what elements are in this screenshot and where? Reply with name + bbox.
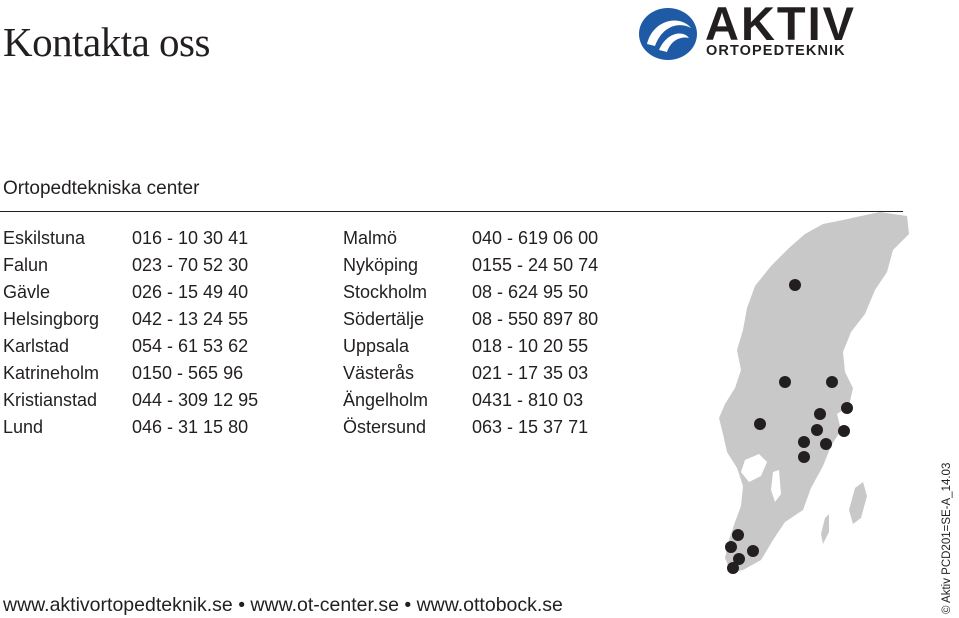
logo-emblem-icon <box>639 8 697 60</box>
island-gotland <box>849 482 867 524</box>
document-code: © Aktiv PCD201=SE-A_14.03 <box>941 462 953 614</box>
center-phone: 026 - 15 49 40 <box>132 282 249 302</box>
center-city: Malmö <box>343 228 398 248</box>
marker-katrineholm <box>798 436 810 448</box>
center-city: Östersund <box>343 417 427 437</box>
marker-kristianstad <box>747 545 759 557</box>
marker-angelholm <box>732 529 744 541</box>
center-city: Södertälje <box>343 309 425 329</box>
marker-malmo <box>727 562 739 574</box>
marker-sodertalje <box>820 438 832 450</box>
divider-line <box>0 211 903 212</box>
center-city: Ängelholm <box>343 390 429 410</box>
center-city: Eskilstuna <box>3 228 86 248</box>
center-city: Falun <box>3 255 49 275</box>
center-city: Lund <box>3 417 44 437</box>
marker-gavle <box>826 376 838 388</box>
center-city: Nyköping <box>343 255 419 275</box>
center-phone: 0431 - 810 03 <box>472 390 584 410</box>
center-phone-column-left: 016 - 10 30 41 023 - 70 52 30 026 - 15 4… <box>132 227 258 443</box>
center-city: Gävle <box>3 282 51 302</box>
section-heading: Ortopedtekniska center <box>3 178 200 199</box>
lake-vattern <box>771 470 781 502</box>
center-phone: 054 - 61 53 62 <box>132 336 249 356</box>
center-city: Västerås <box>343 363 415 383</box>
sweden-land <box>719 212 909 572</box>
center-city-column-right: Malmö Nyköping Stockholm Södertälje Upps… <box>343 227 428 443</box>
center-city: Karlstad <box>3 336 70 356</box>
center-markers <box>725 279 853 574</box>
marker-eskilstuna <box>811 424 823 436</box>
company-logo: AKTIV ORTOPEDTEKNIK <box>637 0 887 64</box>
logo-wordmark: AKTIV <box>705 0 856 50</box>
marker-ostersund <box>789 279 801 291</box>
sweden-map <box>719 212 909 574</box>
marker-stockholm <box>838 425 850 437</box>
center-city: Helsingborg <box>3 309 100 329</box>
center-city-column-left: Eskilstuna Falun Gävle Helsingborg Karls… <box>3 227 99 443</box>
marker-uppsala <box>841 402 853 414</box>
marker-nykoping <box>798 451 810 463</box>
center-phone: 044 - 309 12 95 <box>132 390 259 410</box>
center-phone-column-right: 040 - 619 06 00 0155 - 24 50 74 08 - 624… <box>472 227 598 443</box>
center-phone: 08 - 624 95 50 <box>472 282 589 302</box>
center-phone: 08 - 550 897 80 <box>472 309 599 329</box>
center-phone: 016 - 10 30 41 <box>132 228 249 248</box>
center-phone: 023 - 70 52 30 <box>132 255 249 275</box>
lake-vanern <box>741 454 767 482</box>
page-title: Kontakta oss <box>3 19 210 65</box>
center-city: Katrineholm <box>3 363 100 383</box>
center-city: Uppsala <box>343 336 410 356</box>
center-city: Kristianstad <box>3 390 98 410</box>
center-phone: 063 - 15 37 71 <box>472 417 589 437</box>
center-phone: 018 - 10 20 55 <box>472 336 589 356</box>
center-phone: 042 - 13 24 55 <box>132 309 249 329</box>
center-city: Stockholm <box>343 282 428 302</box>
center-phone: 021 - 17 35 03 <box>472 363 589 383</box>
marker-vasteras <box>814 408 826 420</box>
center-phone: 046 - 31 15 80 <box>132 417 249 437</box>
marker-karlstad <box>754 418 766 430</box>
logo-subtitle: ORTOPEDTEKNIK <box>706 43 846 59</box>
marker-falun <box>779 376 791 388</box>
center-phone: 0155 - 24 50 74 <box>472 255 599 275</box>
center-phone: 040 - 619 06 00 <box>472 228 599 248</box>
center-phone: 0150 - 565 96 <box>132 363 244 383</box>
footer-links: www.aktivortopedteknik.se • www.ot-cente… <box>3 594 563 616</box>
marker-lund <box>733 553 745 565</box>
island-oland <box>821 514 829 544</box>
marker-helsingborg <box>725 541 737 553</box>
